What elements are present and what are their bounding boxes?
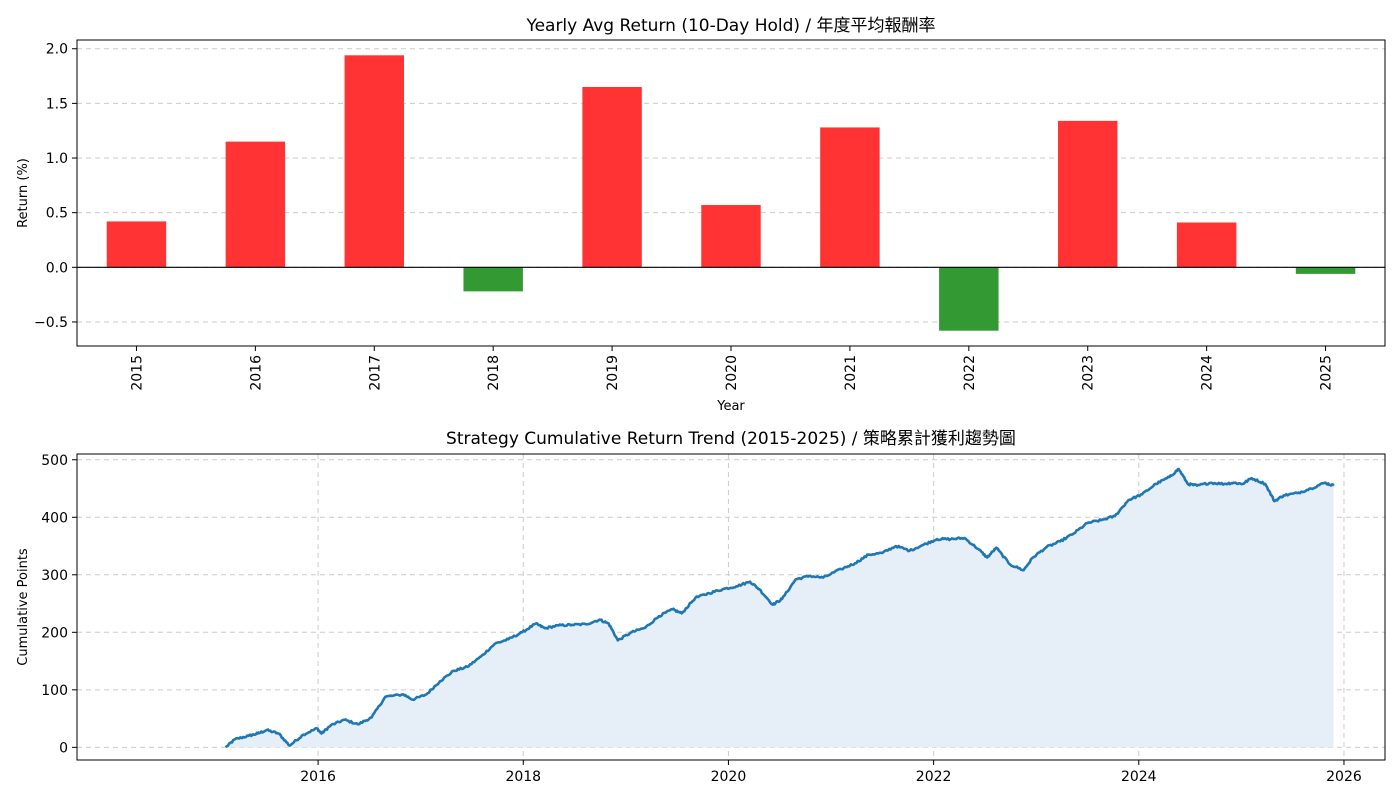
area-y-tick-label: 0 (59, 740, 68, 756)
bar-2021 (820, 127, 880, 268)
bar-x-tick-label: 2019 (605, 355, 621, 391)
bar-chart-x-axis-label: Year (716, 399, 745, 414)
area-chart-frame (76, 453, 1386, 761)
area-x-tick-label: 2020 (711, 769, 747, 785)
bar-chart-y-ticks: −0.5 0.0 0.5 1.0 1.5 2.0 (34, 42, 77, 331)
area-x-tick-label: 2022 (916, 769, 952, 785)
area-y-tick-label: 500 (41, 453, 68, 469)
area-y-tick-label: 100 (41, 683, 68, 699)
bar-y-tick-label: 2.0 (46, 42, 68, 58)
bar-2019 (582, 86, 642, 268)
bar-2017 (344, 55, 404, 268)
bar-x-tick-label: 2025 (1319, 355, 1335, 391)
area-chart-y-ticks: 0 100 200 300 400 500 (41, 453, 77, 756)
bar-y-tick-label: −0.5 (34, 315, 68, 331)
area-y-tick-label: 300 (41, 568, 68, 584)
area-chart-title: Strategy Cumulative Return Trend (2015-2… (446, 429, 1016, 449)
area-chart-x-ticks: 2016 2018 2020 2022 2024 2026 (300, 760, 1362, 785)
bar-y-tick-label: 1.0 (46, 151, 68, 167)
area-chart-line (224, 467, 1335, 749)
bar-x-tick-label: 2020 (724, 355, 740, 391)
bar-x-tick-label: 2021 (843, 355, 859, 391)
bar-x-tick-label: 2015 (129, 355, 145, 391)
bar-2025 (1295, 267, 1356, 274)
bar-2018 (463, 267, 523, 292)
bar-y-tick-label: 0.5 (46, 206, 68, 222)
bar-2022 (939, 267, 999, 331)
area-x-tick-label: 2024 (1121, 769, 1157, 785)
area-y-tick-label: 200 (41, 625, 68, 641)
area-x-tick-label: 2026 (1326, 769, 1362, 785)
bar-y-tick-label: 0.0 (46, 260, 68, 276)
area-x-tick-label: 2018 (505, 769, 541, 785)
bar-chart-title: Yearly Avg Return (10-Day Hold) / 年度平均報酬… (525, 16, 935, 36)
area-chart-fill (225, 468, 1334, 748)
bar-2016 (225, 141, 286, 268)
bar-2020 (701, 205, 761, 268)
bar-2024 (1176, 222, 1237, 268)
bar-chart-bars (106, 55, 1356, 331)
bar-x-tick-label: 2018 (486, 355, 502, 391)
bar-chart-y-axis-label: Return (%) (16, 158, 31, 228)
bar-chart: Yearly Avg Return (10-Day Hold) / 年度平均報酬… (16, 16, 1386, 414)
bar-2023 (1058, 120, 1118, 268)
bar-2015 (106, 221, 167, 268)
bar-y-tick-label: 1.5 (46, 96, 68, 112)
area-chart: Strategy Cumulative Return Trend (2015-2… (16, 429, 1386, 785)
bar-chart-x-ticks: 2015 2016 2017 2018 2019 2020 2021 2022 2023 2024… (129, 346, 1335, 391)
bar-x-tick-label: 2017 (367, 355, 383, 391)
bar-x-tick-label: 2023 (1081, 355, 1097, 391)
bar-x-tick-label: 2022 (962, 355, 978, 391)
area-chart-y-axis-label: Cumulative Points (16, 548, 31, 666)
bar-x-tick-label: 2024 (1200, 355, 1216, 391)
area-x-tick-label: 2016 (300, 769, 336, 785)
area-y-tick-label: 400 (41, 510, 68, 526)
bar-x-tick-label: 2016 (248, 355, 264, 391)
